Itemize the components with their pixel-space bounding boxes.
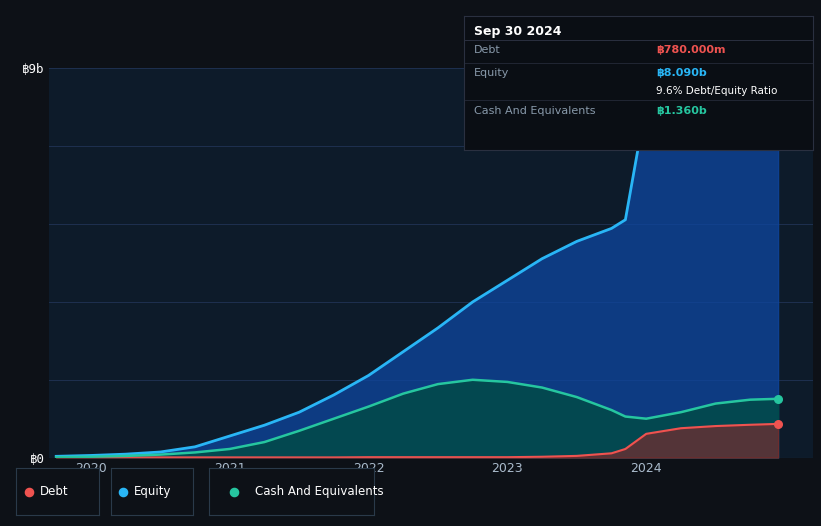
Point xyxy=(22,488,35,496)
Text: Equity: Equity xyxy=(134,485,172,498)
Point xyxy=(117,488,130,496)
Point xyxy=(772,394,785,403)
Text: ฿8.090b: ฿8.090b xyxy=(656,68,707,78)
Text: Debt: Debt xyxy=(39,485,68,498)
Text: ฿780.000m: ฿780.000m xyxy=(656,45,725,55)
Point xyxy=(227,488,241,496)
Text: 9.6% Debt/Equity Ratio: 9.6% Debt/Equity Ratio xyxy=(656,86,777,96)
Point xyxy=(772,420,785,428)
Text: Sep 30 2024: Sep 30 2024 xyxy=(475,25,562,38)
Point xyxy=(772,104,785,112)
Text: Equity: Equity xyxy=(475,68,510,78)
Text: Cash And Equivalents: Cash And Equivalents xyxy=(475,106,596,116)
Text: Debt: Debt xyxy=(475,45,501,55)
Text: ฿1.360b: ฿1.360b xyxy=(656,106,707,116)
Text: Cash And Equivalents: Cash And Equivalents xyxy=(255,485,384,498)
